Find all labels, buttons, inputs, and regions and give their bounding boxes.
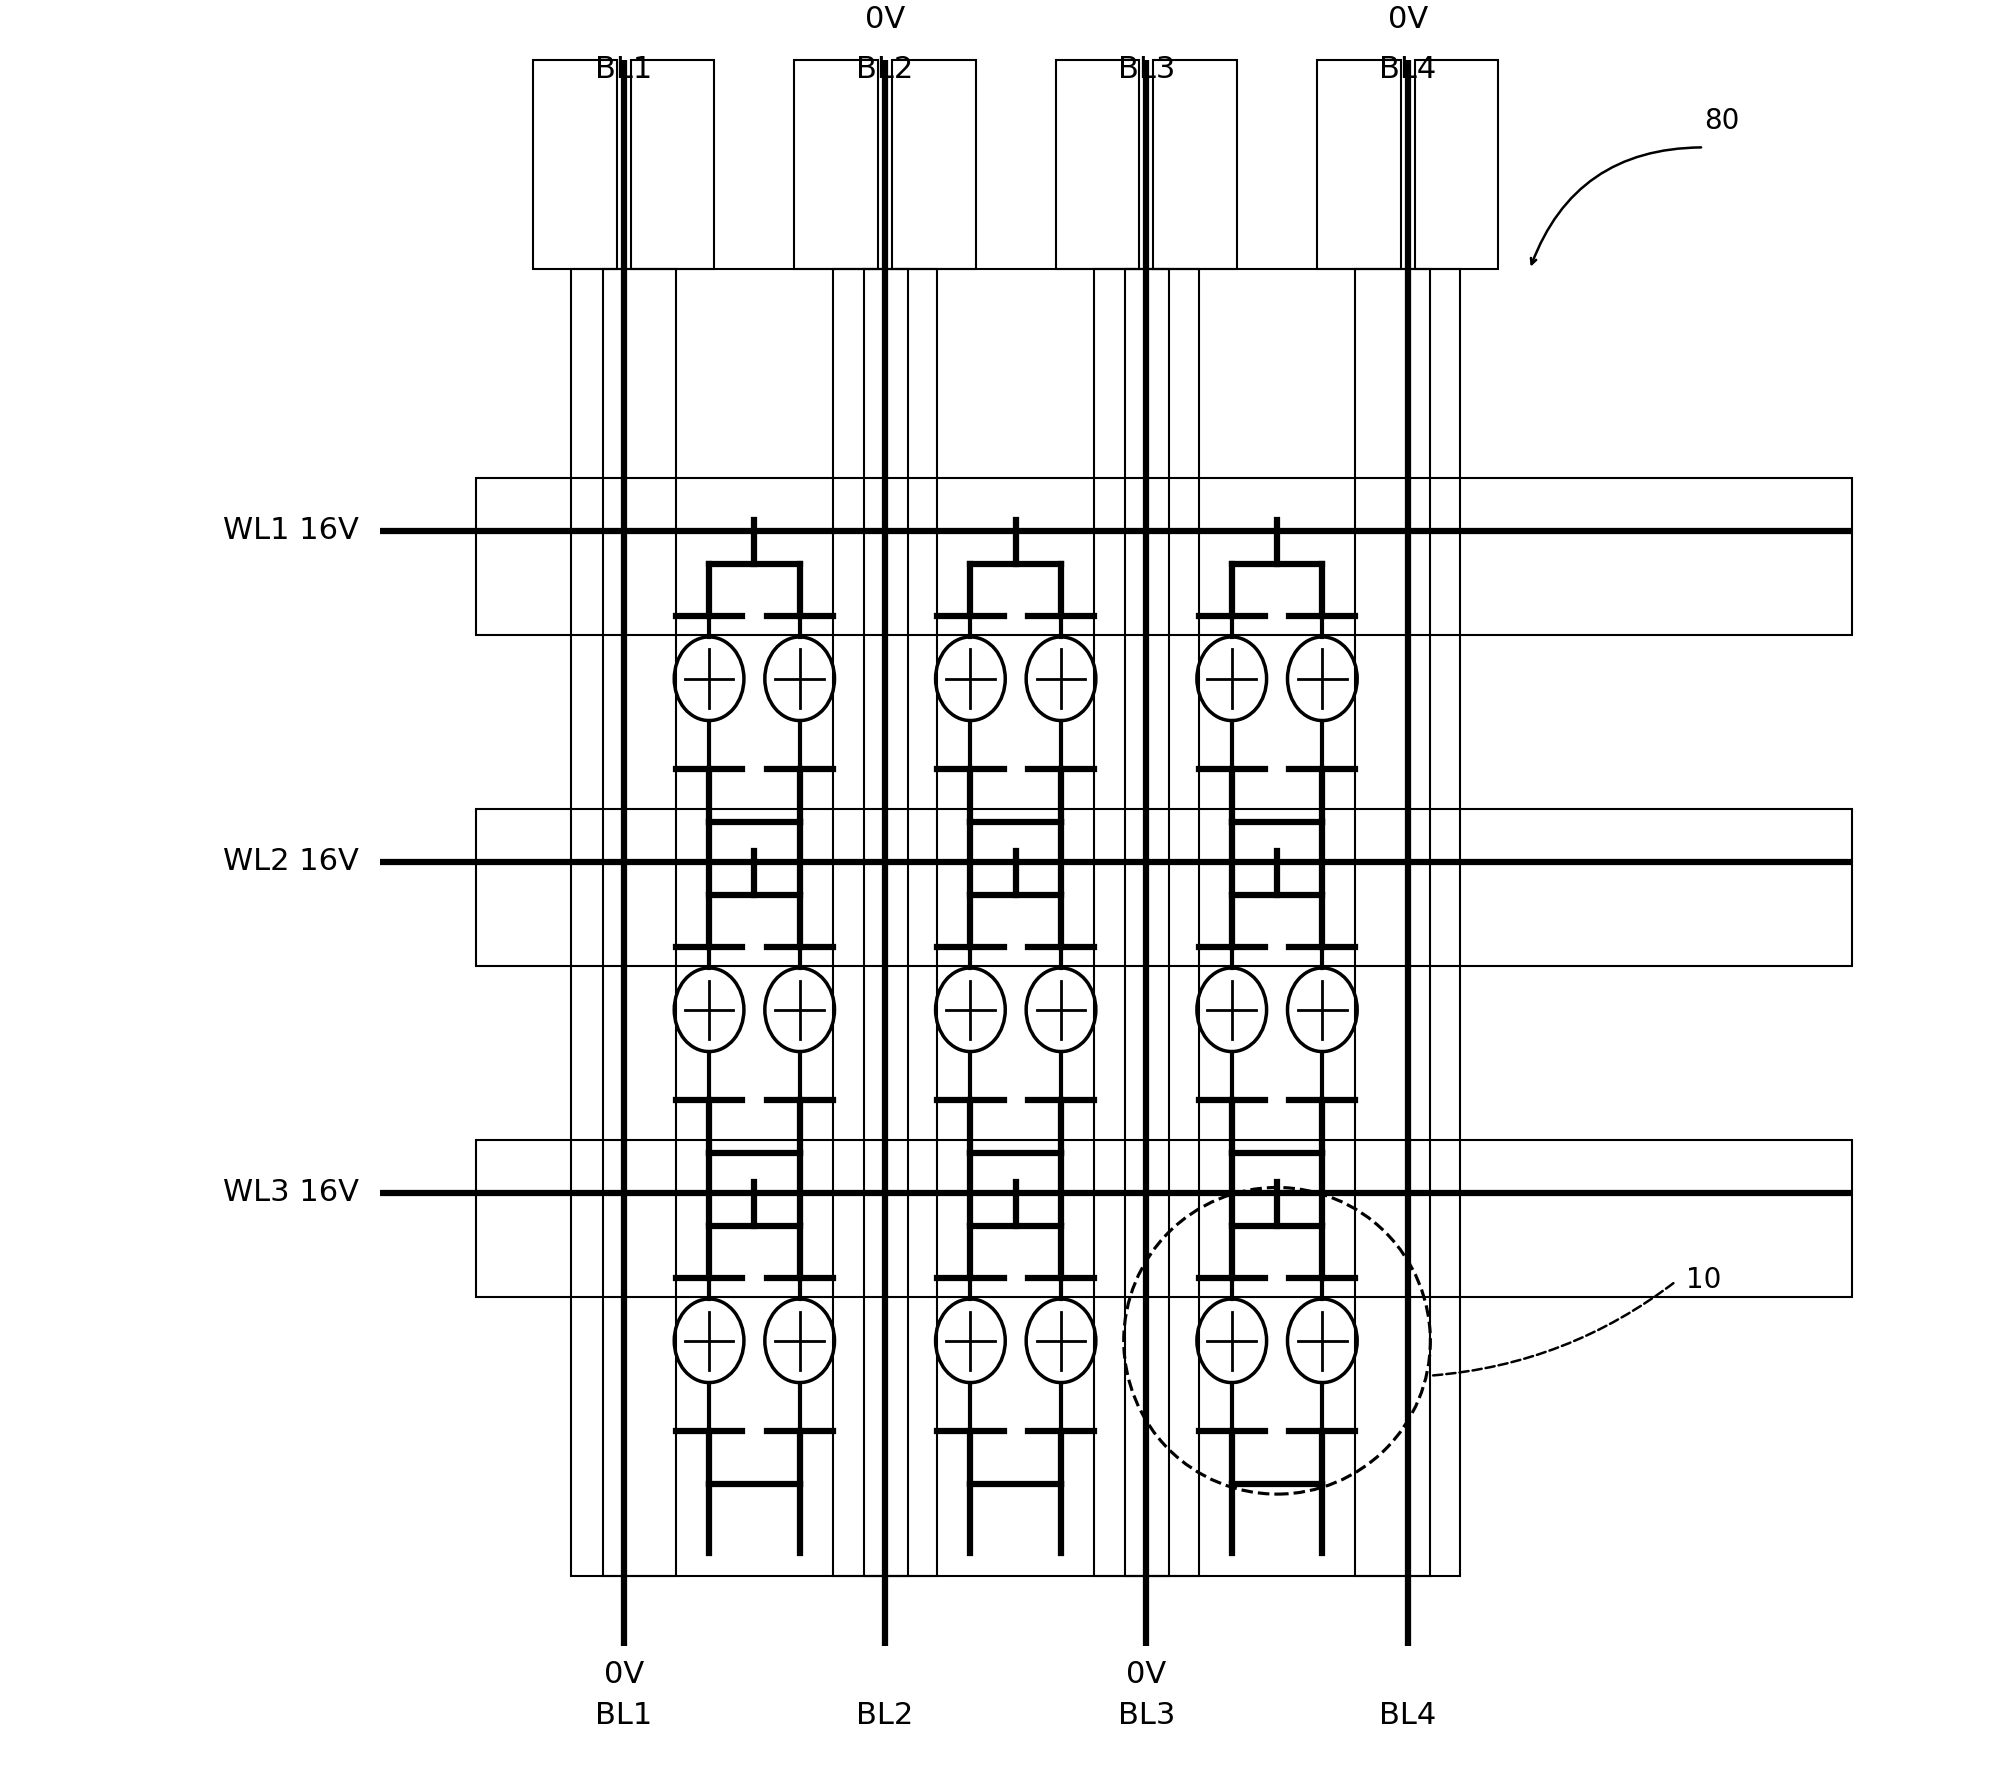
Text: 80: 80 xyxy=(1704,108,1740,134)
Text: 0V: 0V xyxy=(604,1659,644,1688)
Text: BL4: BL4 xyxy=(1380,1701,1436,1731)
Text: BL2: BL2 xyxy=(856,1701,914,1731)
Bar xyxy=(602,269,908,1575)
Bar xyxy=(1126,269,1430,1575)
Bar xyxy=(572,269,677,1575)
Bar xyxy=(1317,61,1402,269)
Bar xyxy=(794,61,878,269)
Text: 10: 10 xyxy=(1686,1265,1722,1294)
Bar xyxy=(864,269,1168,1575)
Bar xyxy=(832,269,937,1575)
Bar xyxy=(1355,269,1460,1575)
Text: WL3 16V: WL3 16V xyxy=(224,1177,358,1208)
Bar xyxy=(1154,61,1237,269)
Bar xyxy=(1414,61,1498,269)
Text: BL3: BL3 xyxy=(1118,1701,1174,1731)
Text: BL3: BL3 xyxy=(1118,56,1174,84)
Bar xyxy=(475,1140,1853,1297)
Bar xyxy=(1094,269,1198,1575)
Bar xyxy=(630,61,715,269)
Text: WL1 16V: WL1 16V xyxy=(224,516,358,545)
Bar xyxy=(892,61,975,269)
Text: 0V: 0V xyxy=(864,5,904,34)
Bar xyxy=(1055,61,1140,269)
Bar xyxy=(475,810,1853,966)
Text: WL2 16V: WL2 16V xyxy=(224,848,358,876)
Text: BL4: BL4 xyxy=(1380,56,1436,84)
Text: BL1: BL1 xyxy=(594,56,653,84)
Bar xyxy=(475,478,1853,634)
Text: 0V: 0V xyxy=(1388,5,1428,34)
Text: 0V: 0V xyxy=(1126,1659,1166,1688)
Text: BL1: BL1 xyxy=(594,1701,653,1731)
Text: BL2: BL2 xyxy=(856,56,914,84)
Bar xyxy=(534,61,616,269)
